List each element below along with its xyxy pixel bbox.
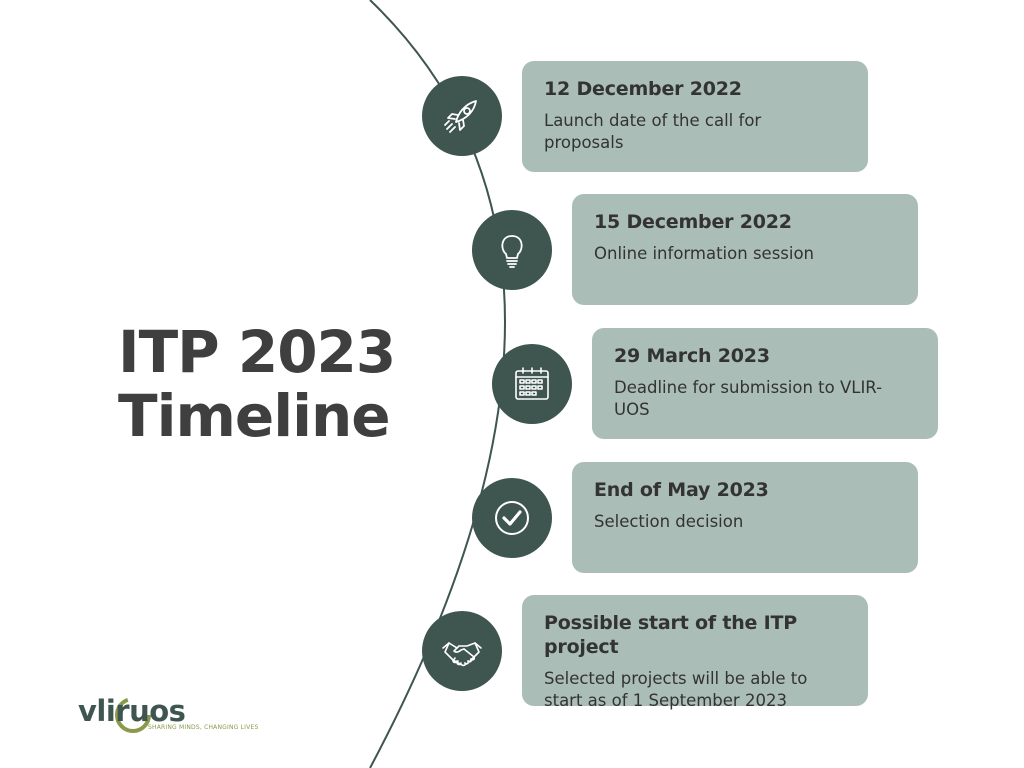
milestone-card-4: End of May 2023 Selection decision (572, 462, 918, 573)
handshake-icon (442, 642, 482, 667)
milestone-date: 12 December 2022 (544, 78, 742, 100)
milestone-description: Launch date of the call for proposals (544, 111, 762, 152)
milestone-marker-2 (472, 210, 552, 290)
logo-tagline: SHARING MINDS, CHANGING LIVES (148, 724, 259, 731)
milestone-date: 15 December 2022 (594, 211, 792, 233)
milestone-card-1: 12 December 2022 Launch date of the call… (522, 61, 868, 172)
logo-ring-icon (115, 697, 151, 733)
milestone-description: Selection decision (594, 512, 744, 531)
rocket-icon (444, 100, 477, 133)
milestone-card-2: 15 December 2022 Online information sess… (572, 194, 918, 305)
logo-wordmark: vliruos (78, 694, 186, 728)
page-title: ITP 2023 Timeline (118, 318, 396, 450)
milestone-description: Selected projects will be able to start … (544, 669, 808, 710)
milestone-marker-5 (422, 611, 502, 691)
milestone-date: Possible start of the ITP project (544, 612, 798, 658)
milestone-card-3: 29 March 2023 Deadline for submission to… (592, 328, 938, 439)
vliruos-logo: vliruos SHARING MINDS, CHANGING LIVES (78, 694, 268, 738)
milestone-date: End of May 2023 (594, 479, 769, 501)
checkmark-icon (495, 501, 529, 535)
title-line-2: Timeline (118, 382, 391, 450)
title-line-1: ITP 2023 (118, 318, 396, 386)
milestone-marker-4 (472, 478, 552, 558)
milestone-card-5: Possible start of the ITP project Select… (522, 595, 868, 710)
milestone-marker-1 (422, 76, 502, 156)
milestone-description: Deadline for submission to VLIR-UOS (614, 378, 883, 419)
milestone-description: Online information session (594, 244, 815, 263)
milestone-date: 29 March 2023 (614, 345, 770, 367)
milestone-marker-3 (492, 344, 572, 424)
lightbulb-icon (501, 235, 523, 268)
calendar-icon (515, 367, 549, 400)
